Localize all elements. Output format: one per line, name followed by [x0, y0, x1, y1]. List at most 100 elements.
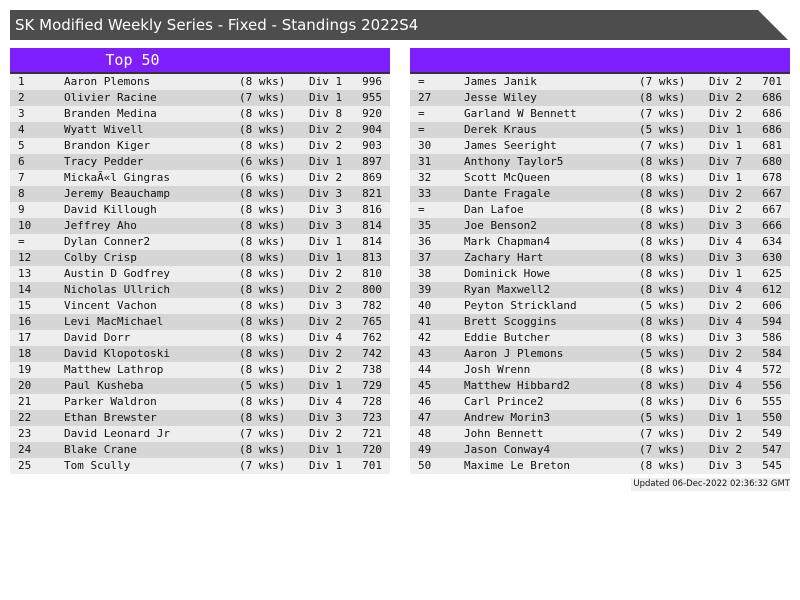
- table-row: 7 MickaÃ«l Gingras (6 wks) Div 2 869: [10, 170, 390, 186]
- division: Div 4: [309, 331, 343, 344]
- table-row: 19 Matthew Lathrop (8 wks) Div 2 738: [10, 362, 390, 378]
- division: Div 3: [309, 187, 343, 200]
- points: 634: [762, 235, 782, 248]
- division: Div 2: [309, 139, 343, 152]
- table-row: 41 Brett Scoggins (8 wks) Div 4 594: [410, 314, 790, 330]
- rank: 27: [418, 91, 432, 104]
- weeks: (7 wks): [239, 427, 286, 440]
- table-row: 3 Branden Medina (8 wks) Div 8 920: [10, 106, 390, 122]
- division: Div 3: [309, 203, 343, 216]
- points: 681: [762, 139, 782, 152]
- weeks: (8 wks): [639, 267, 686, 280]
- weeks: (8 wks): [639, 203, 686, 216]
- weeks: (8 wks): [239, 443, 286, 456]
- points: 686: [762, 107, 782, 120]
- points: 556: [762, 379, 782, 392]
- division: Div 1: [309, 155, 343, 168]
- table-row: 33 Dante Fragale (8 wks) Div 2 667: [410, 186, 790, 202]
- points: 701: [762, 75, 782, 88]
- driver-name: David Klopotoski: [64, 347, 170, 360]
- driver-name: Scott McQueen: [464, 171, 551, 184]
- division: Div 2: [709, 203, 743, 216]
- driver-name: Andrew Morin3: [464, 411, 551, 424]
- points: 547: [762, 443, 782, 456]
- driver-name: John Bennett: [464, 427, 544, 440]
- points: 572: [762, 363, 782, 376]
- division: Div 1: [709, 267, 743, 280]
- rank: 20: [18, 379, 32, 392]
- division: Div 2: [309, 123, 343, 136]
- rank: 19: [18, 363, 32, 376]
- rank: 22: [18, 411, 32, 424]
- weeks: (7 wks): [639, 443, 686, 456]
- driver-name: Parker Waldron: [64, 395, 157, 408]
- weeks: (5 wks): [639, 411, 686, 424]
- division: Div 4: [709, 363, 743, 376]
- weeks: (7 wks): [239, 459, 286, 472]
- driver-name: Levi MacMichael: [64, 315, 164, 328]
- points: 728: [362, 395, 382, 408]
- driver-name: Colby Crisp: [64, 251, 137, 264]
- rank: 3: [18, 107, 25, 120]
- division: Div 3: [309, 299, 343, 312]
- weeks: (7 wks): [239, 91, 286, 104]
- division: Div 4: [709, 379, 743, 392]
- rank: 4: [18, 123, 25, 136]
- weeks: (8 wks): [639, 235, 686, 248]
- rank: 45: [418, 379, 432, 392]
- driver-name: Zachary Hart: [464, 251, 544, 264]
- table-row: 35 Joe Benson2 (8 wks) Div 3 666: [410, 218, 790, 234]
- points: 903: [362, 139, 382, 152]
- division: Div 1: [709, 139, 743, 152]
- table-row: = Derek Kraus (5 wks) Div 1 686: [410, 122, 790, 138]
- table-row: 24 Blake Crane (8 wks) Div 1 720: [10, 442, 390, 458]
- rank: 13: [18, 267, 32, 280]
- table-row: 14 Nicholas Ullrich (8 wks) Div 2 800: [10, 282, 390, 298]
- driver-name: Vincent Vachon: [64, 299, 157, 312]
- division: Div 2: [709, 107, 743, 120]
- table-row: 15 Vincent Vachon (8 wks) Div 3 782: [10, 298, 390, 314]
- points: 666: [762, 219, 782, 232]
- weeks: (8 wks): [639, 283, 686, 296]
- driver-name: Austin D Godfrey: [64, 267, 170, 280]
- table-row: 13 Austin D Godfrey (8 wks) Div 2 810: [10, 266, 390, 282]
- page-title: SK Modified Weekly Series - Fixed - Stan…: [10, 10, 788, 40]
- rank: =: [418, 75, 425, 88]
- weeks: (6 wks): [239, 171, 286, 184]
- points: 555: [762, 395, 782, 408]
- table-row: 10 Jeffrey Aho (8 wks) Div 3 814: [10, 218, 390, 234]
- table-row: 46 Carl Prince2 (8 wks) Div 6 555: [410, 394, 790, 410]
- points: 800: [362, 283, 382, 296]
- table-row: 39 Ryan Maxwell2 (8 wks) Div 4 612: [410, 282, 790, 298]
- driver-name: Joe Benson2: [464, 219, 537, 232]
- points: 586: [762, 331, 782, 344]
- weeks: (8 wks): [239, 299, 286, 312]
- table-row: 49 Jason Conway4 (7 wks) Div 2 547: [410, 442, 790, 458]
- points: 869: [362, 171, 382, 184]
- division: Div 3: [709, 251, 743, 264]
- driver-name: Blake Crane: [64, 443, 137, 456]
- points: 549: [762, 427, 782, 440]
- points: 721: [362, 427, 382, 440]
- weeks: (8 wks): [239, 283, 286, 296]
- driver-name: Peyton Strickland: [464, 299, 577, 312]
- weeks: (8 wks): [239, 347, 286, 360]
- points: 545: [762, 459, 782, 472]
- driver-name: Mark Chapman4: [464, 235, 551, 248]
- weeks: (7 wks): [639, 427, 686, 440]
- weeks: (7 wks): [639, 107, 686, 120]
- weeks: (8 wks): [239, 123, 286, 136]
- rank: 39: [418, 283, 432, 296]
- table-row: 47 Andrew Morin3 (5 wks) Div 1 550: [410, 410, 790, 426]
- driver-name: David Dorr: [64, 331, 131, 344]
- rank: 32: [418, 171, 432, 184]
- points: 782: [362, 299, 382, 312]
- table-row: 20 Paul Kusheba (5 wks) Div 1 729: [10, 378, 390, 394]
- updated-timestamp: Updated 06-Dec-2022 02:36:32 GMT: [631, 478, 790, 491]
- division: Div 4: [309, 395, 343, 408]
- weeks: (7 wks): [639, 139, 686, 152]
- table-row: 44 Josh Wrenn (8 wks) Div 4 572: [410, 362, 790, 378]
- division: Div 1: [309, 443, 343, 456]
- rank: 30: [418, 139, 432, 152]
- division: Div 1: [309, 379, 343, 392]
